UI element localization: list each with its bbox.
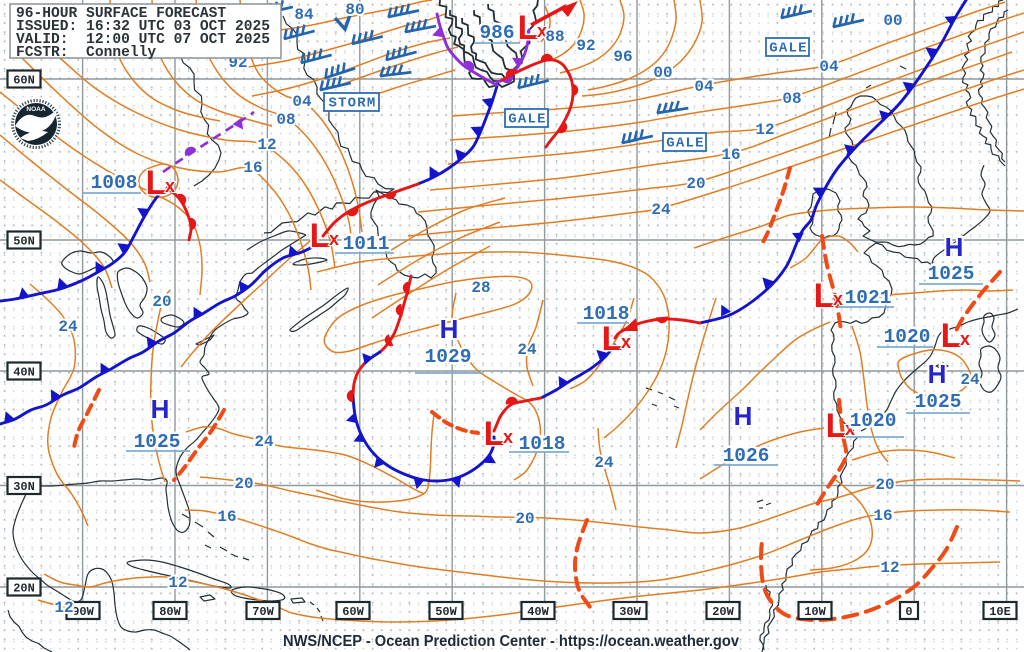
svg-text:1020: 1020 (850, 410, 897, 432)
svg-text:GALE: GALE (769, 41, 807, 57)
svg-text:1011: 1011 (343, 233, 390, 255)
svg-text:x: x (960, 329, 970, 349)
svg-text:H: H (928, 359, 947, 389)
svg-text:10E: 10E (989, 605, 1011, 619)
svg-text:20: 20 (875, 476, 894, 494)
svg-text:12: 12 (755, 121, 774, 139)
svg-text:20N: 20N (13, 582, 35, 596)
svg-text:24: 24 (594, 454, 614, 472)
svg-text:12: 12 (54, 599, 73, 617)
svg-text:1026: 1026 (723, 445, 770, 467)
svg-text:50N: 50N (13, 235, 35, 249)
svg-text:80: 80 (345, 1, 364, 19)
svg-text:20: 20 (515, 510, 534, 528)
svg-text:96-HOUR SURFACE FORECAST: 96-HOUR SURFACE FORECAST (16, 6, 226, 22)
svg-text:08: 08 (276, 111, 295, 129)
svg-text:L: L (310, 217, 331, 255)
svg-text:24: 24 (58, 318, 78, 336)
svg-text:60N: 60N (13, 74, 35, 88)
svg-text:00: 00 (653, 64, 672, 82)
svg-text:1008: 1008 (91, 172, 138, 194)
svg-text:50W: 50W (435, 605, 457, 619)
svg-text:L: L (484, 415, 505, 453)
svg-text:1020: 1020 (884, 326, 931, 348)
svg-text:88: 88 (545, 28, 564, 46)
svg-text:20: 20 (686, 175, 705, 193)
svg-text:x: x (329, 229, 339, 249)
svg-text:x: x (503, 427, 513, 447)
svg-text:12: 12 (168, 574, 187, 592)
svg-text:L: L (146, 164, 167, 202)
svg-text:H: H (440, 314, 459, 344)
svg-text:96: 96 (613, 48, 632, 66)
svg-text:H: H (945, 232, 964, 262)
svg-text:16: 16 (721, 146, 740, 164)
svg-text:L: L (941, 317, 962, 355)
svg-text:08: 08 (782, 90, 801, 108)
svg-text:92: 92 (576, 37, 595, 55)
svg-text:1025: 1025 (134, 431, 181, 453)
svg-text:40N: 40N (13, 366, 35, 380)
svg-text:GALE: GALE (666, 136, 704, 152)
svg-text:1018: 1018 (519, 433, 566, 455)
svg-text:1021: 1021 (845, 287, 892, 309)
svg-text:12: 12 (257, 136, 276, 154)
svg-text:80W: 80W (159, 605, 181, 619)
svg-text:GALE: GALE (508, 112, 546, 128)
svg-text:24: 24 (960, 371, 980, 389)
svg-text:FCSTR: Connelly: FCSTR: Connelly (16, 45, 156, 61)
svg-text:L: L (518, 9, 539, 47)
svg-text:STORM: STORM (328, 96, 376, 112)
svg-text:84: 84 (294, 6, 314, 24)
svg-text:x: x (537, 21, 547, 41)
svg-text:16: 16 (243, 159, 262, 177)
svg-text:30N: 30N (13, 480, 35, 494)
svg-text:L: L (814, 277, 835, 315)
svg-text:24: 24 (517, 341, 537, 359)
svg-text:1025: 1025 (915, 391, 962, 413)
svg-text:x: x (845, 419, 855, 439)
svg-text:04: 04 (694, 78, 714, 96)
svg-text:00: 00 (883, 12, 902, 30)
svg-text:20: 20 (234, 475, 253, 493)
svg-text:16: 16 (873, 507, 892, 525)
svg-text:x: x (165, 176, 175, 196)
svg-text:90W: 90W (72, 605, 94, 619)
svg-text:x: x (621, 332, 631, 352)
svg-text:x: x (833, 289, 843, 309)
svg-text:20: 20 (152, 293, 171, 311)
svg-text:VALID: 12:00 UTC 07 OCT 2025: VALID: 12:00 UTC 07 OCT 2025 (16, 32, 270, 48)
svg-text:10W: 10W (804, 605, 826, 619)
svg-text:1018: 1018 (583, 303, 630, 325)
svg-text:ISSUED: 16:32 UTC 03 OCT 2025: ISSUED: 16:32 UTC 03 OCT 2025 (16, 19, 270, 35)
svg-text:04: 04 (292, 93, 312, 111)
svg-text:16: 16 (217, 508, 236, 526)
svg-text:NWS/NCEP - Ocean Prediction Ce: NWS/NCEP - Ocean Prediction Center - htt… (283, 633, 739, 650)
svg-text:L: L (826, 407, 847, 445)
svg-text:NOAA: NOAA (26, 106, 45, 113)
svg-text:986: 986 (479, 22, 514, 44)
svg-text:L: L (602, 320, 623, 358)
svg-text:24: 24 (651, 201, 671, 219)
svg-text:30W: 30W (619, 605, 641, 619)
svg-text:12: 12 (880, 559, 899, 577)
svg-text:1025: 1025 (928, 263, 975, 285)
svg-text:1029: 1029 (425, 346, 472, 368)
svg-text:H: H (734, 401, 753, 431)
svg-text:0: 0 (905, 605, 912, 619)
svg-text:60W: 60W (342, 605, 364, 619)
svg-text:H: H (151, 394, 170, 424)
svg-text:04: 04 (819, 58, 839, 76)
svg-text:20W: 20W (712, 605, 734, 619)
svg-text:40W: 40W (527, 605, 549, 619)
svg-text:24: 24 (254, 433, 274, 451)
svg-text:70W: 70W (252, 605, 274, 619)
svg-text:28: 28 (471, 279, 490, 297)
